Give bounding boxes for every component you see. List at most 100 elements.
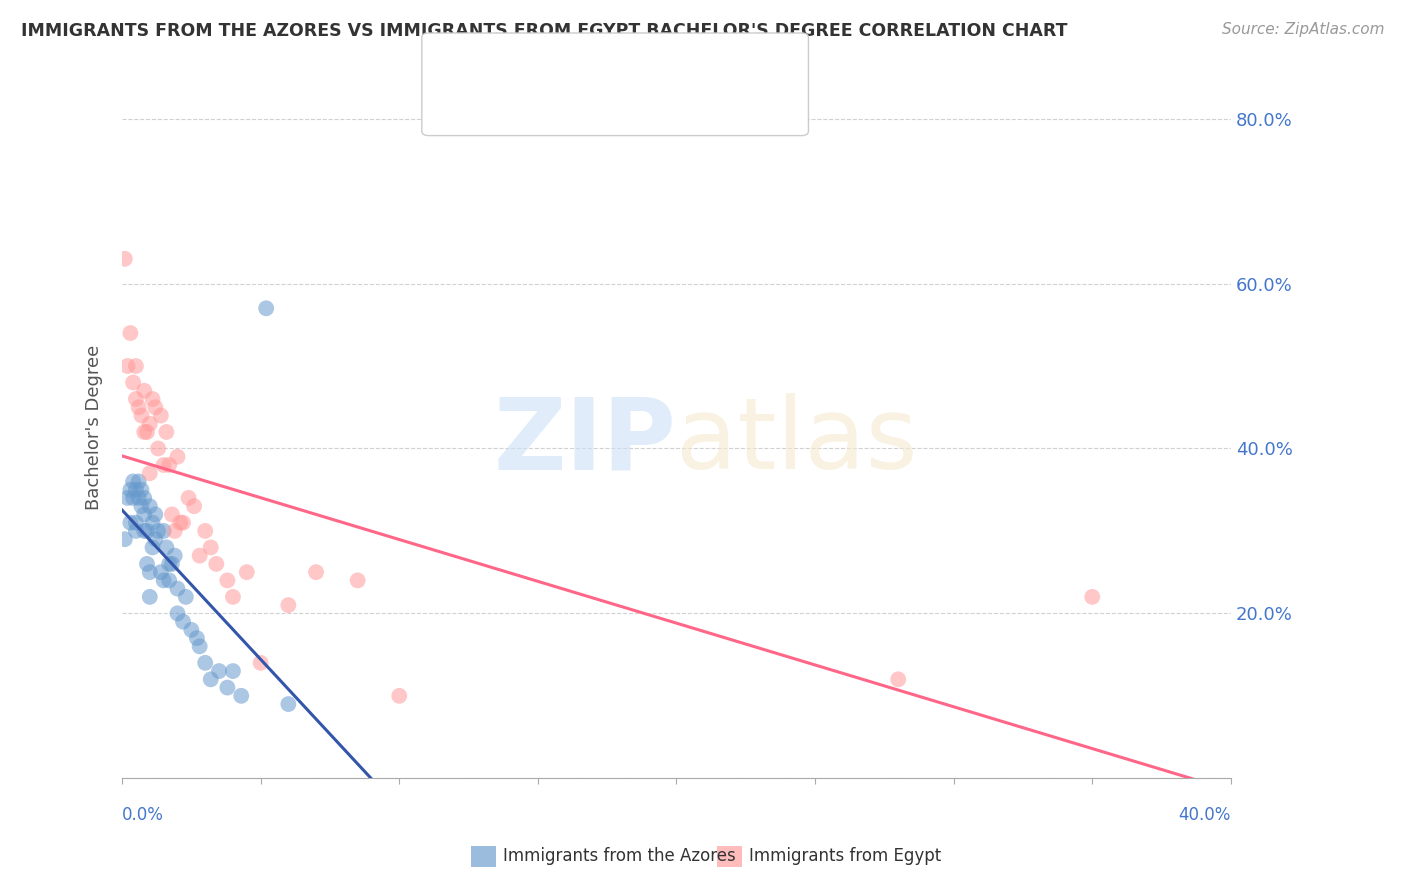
Text: R = -0.560   N = 49: R = -0.560 N = 49 (485, 54, 662, 71)
Point (120, 326, 142, 340)
Point (186, 631, 208, 645)
Point (114, 252, 136, 266)
Point (169, 516, 191, 530)
Point (249, 656, 271, 670)
Point (160, 508, 183, 522)
Point (217, 574, 239, 588)
Point (139, 417, 162, 431)
Text: Immigrants from Egypt: Immigrants from Egypt (749, 847, 942, 865)
Point (146, 524, 169, 538)
Text: Source: ZipAtlas.com: Source: ZipAtlas.com (1222, 22, 1385, 37)
Point (149, 409, 172, 423)
Point (139, 590, 162, 604)
Point (131, 409, 153, 423)
Point (139, 565, 162, 579)
Point (1081, 590, 1104, 604)
Point (114, 532, 136, 546)
Point (134, 508, 156, 522)
Point (277, 598, 299, 612)
Point (152, 574, 174, 588)
Point (122, 475, 145, 489)
Point (163, 549, 186, 563)
Point (125, 359, 148, 373)
Point (146, 442, 169, 456)
Point (122, 491, 145, 505)
Point (222, 664, 245, 678)
Point (139, 499, 162, 513)
Point (188, 549, 211, 563)
Point (117, 491, 139, 505)
Point (236, 565, 259, 579)
Point (174, 590, 197, 604)
Point (125, 516, 148, 530)
Point (277, 697, 299, 711)
Text: 0.0%: 0.0% (122, 806, 165, 824)
Point (143, 532, 166, 546)
Point (134, 491, 156, 505)
Text: atlas: atlas (676, 393, 918, 491)
Text: 40.0%: 40.0% (1178, 806, 1230, 824)
Text: R = -0.555   N = 41: R = -0.555 N = 41 (485, 89, 662, 107)
Point (152, 524, 174, 538)
Point (120, 483, 142, 497)
Point (172, 615, 194, 629)
Point (205, 557, 228, 571)
Point (136, 425, 159, 439)
Point (125, 392, 148, 406)
Point (134, 524, 156, 538)
Point (231, 689, 253, 703)
Point (141, 541, 163, 555)
Point (157, 557, 180, 571)
Point (183, 499, 205, 513)
Point (346, 574, 368, 588)
Point (131, 499, 153, 513)
Point (136, 524, 159, 538)
Point (134, 425, 156, 439)
Y-axis label: Bachelor's Degree: Bachelor's Degree (86, 345, 103, 510)
Point (388, 689, 411, 703)
Point (139, 466, 162, 480)
Point (155, 425, 177, 439)
Point (136, 557, 159, 571)
Point (143, 401, 166, 415)
Point (149, 565, 172, 579)
Text: Immigrants from the Azores: Immigrants from the Azores (503, 847, 737, 865)
Point (163, 524, 186, 538)
Point (254, 301, 277, 316)
Point (152, 458, 174, 472)
Point (194, 656, 217, 670)
Point (157, 458, 180, 472)
Point (887, 673, 910, 687)
Point (141, 392, 163, 406)
Point (166, 450, 188, 464)
Point (157, 574, 180, 588)
Point (155, 541, 177, 555)
Point (128, 401, 150, 415)
Point (222, 590, 245, 604)
Point (125, 524, 148, 538)
Point (160, 557, 183, 571)
Point (120, 516, 142, 530)
Point (128, 475, 150, 489)
Text: ZIP: ZIP (494, 393, 676, 491)
Point (180, 623, 202, 637)
Point (125, 483, 148, 497)
Point (172, 516, 194, 530)
Point (134, 384, 156, 398)
Point (143, 508, 166, 522)
Point (166, 607, 188, 621)
Point (200, 673, 222, 687)
Point (128, 491, 150, 505)
Point (188, 640, 211, 654)
Point (122, 376, 145, 390)
Point (177, 491, 200, 505)
Point (305, 565, 328, 579)
Point (208, 664, 231, 678)
Point (141, 516, 163, 530)
Text: IMMIGRANTS FROM THE AZORES VS IMMIGRANTS FROM EGYPT BACHELOR'S DEGREE CORRELATIO: IMMIGRANTS FROM THE AZORES VS IMMIGRANTS… (21, 22, 1067, 40)
Point (200, 541, 222, 555)
Point (194, 524, 217, 538)
Point (131, 483, 153, 497)
Point (117, 359, 139, 373)
Point (217, 681, 239, 695)
